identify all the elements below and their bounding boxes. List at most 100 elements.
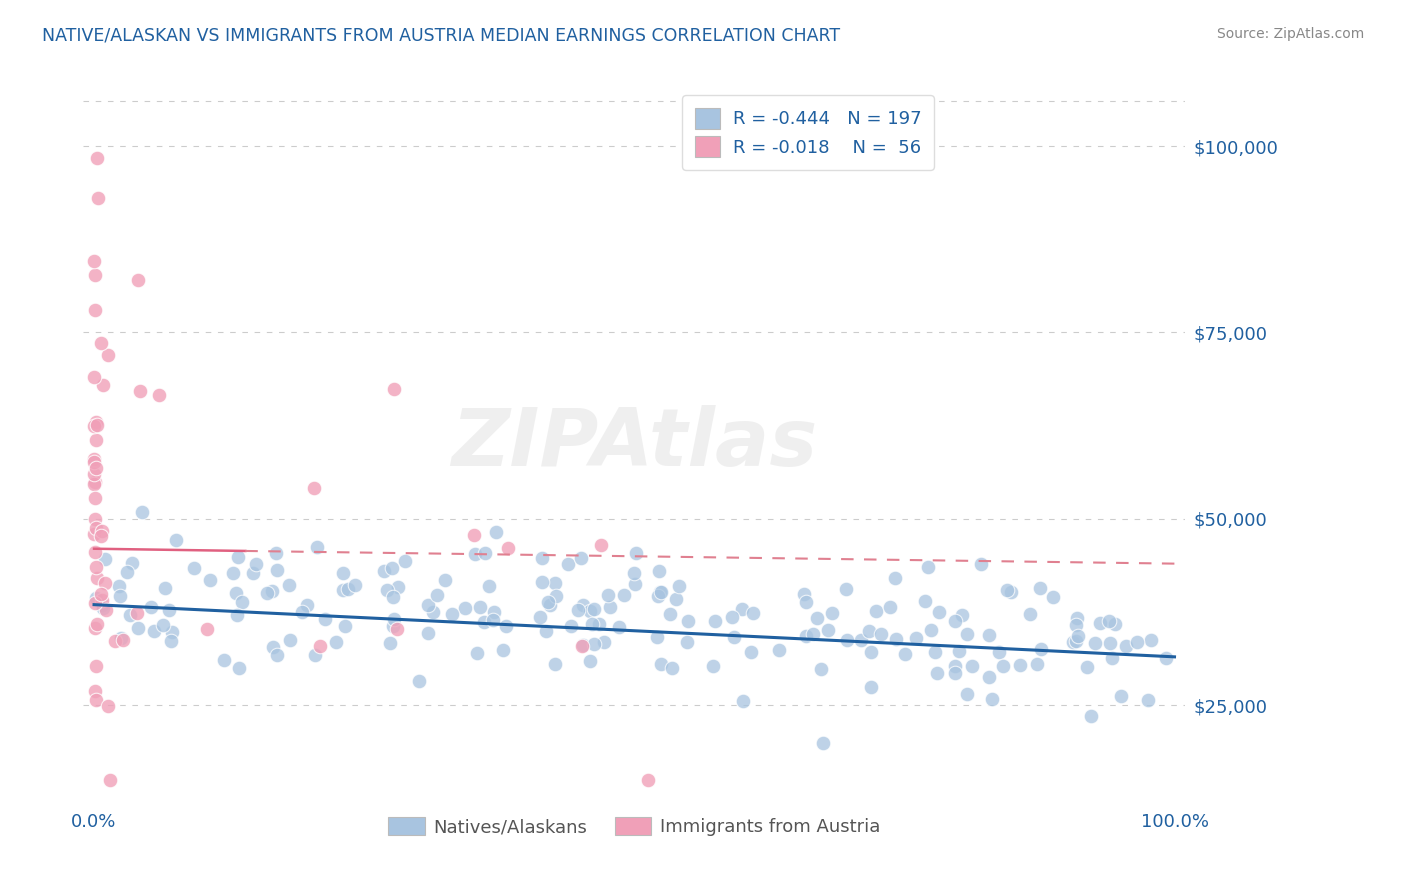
- Point: [914, 594, 936, 608]
- Point: [806, 610, 828, 624]
- Point: [567, 603, 589, 617]
- Point: [648, 565, 671, 579]
- Point: [309, 639, 332, 653]
- Point: [581, 616, 603, 631]
- Point: [835, 582, 858, 597]
- Point: [373, 565, 395, 579]
- Point: [83, 684, 105, 698]
- Point: [956, 687, 979, 701]
- Point: [266, 648, 288, 663]
- Point: [1115, 639, 1137, 653]
- Point: [160, 634, 183, 648]
- Point: [385, 622, 408, 636]
- Text: NATIVE/ALASKAN VS IMMIGRANTS FROM AUSTRIA MEDIAN EARNINGS CORRELATION CHART: NATIVE/ALASKAN VS IMMIGRANTS FROM AUSTRI…: [42, 27, 841, 45]
- Point: [538, 598, 561, 612]
- Point: [1139, 632, 1161, 647]
- Point: [86, 151, 108, 165]
- Point: [152, 618, 174, 632]
- Point: [94, 551, 117, 566]
- Point: [593, 635, 616, 649]
- Point: [925, 666, 948, 681]
- Point: [1042, 590, 1064, 604]
- Point: [665, 592, 688, 607]
- Point: [83, 475, 105, 489]
- Legend: Natives/Alaskans, Immigrants from Austria: Natives/Alaskans, Immigrants from Austri…: [381, 810, 887, 843]
- Point: [645, 630, 668, 644]
- Point: [668, 579, 690, 593]
- Point: [441, 607, 464, 622]
- Point: [560, 619, 582, 633]
- Point: [904, 631, 927, 645]
- Point: [478, 579, 501, 593]
- Point: [1066, 633, 1088, 648]
- Point: [381, 618, 404, 632]
- Point: [952, 608, 974, 623]
- Point: [741, 606, 763, 620]
- Point: [416, 598, 439, 612]
- Point: [90, 587, 112, 601]
- Point: [416, 626, 439, 640]
- Point: [529, 610, 551, 624]
- Point: [849, 632, 872, 647]
- Point: [474, 546, 496, 560]
- Point: [948, 644, 970, 658]
- Point: [104, 634, 127, 648]
- Point: [591, 538, 613, 552]
- Point: [84, 560, 107, 574]
- Point: [97, 699, 120, 714]
- Point: [588, 616, 610, 631]
- Point: [534, 624, 557, 639]
- Point: [110, 631, 132, 645]
- Point: [472, 615, 495, 629]
- Point: [454, 600, 477, 615]
- Point: [1066, 617, 1088, 632]
- Point: [228, 661, 250, 675]
- Point: [583, 602, 606, 616]
- Point: [141, 600, 163, 615]
- Point: [544, 657, 567, 671]
- Point: [127, 273, 149, 287]
- Point: [1025, 657, 1047, 672]
- Point: [90, 336, 112, 351]
- Point: [468, 600, 491, 615]
- Point: [408, 673, 430, 688]
- Point: [115, 566, 138, 580]
- Point: [571, 639, 593, 653]
- Point: [380, 636, 402, 650]
- Point: [883, 571, 905, 585]
- Point: [121, 556, 143, 570]
- Point: [860, 644, 883, 658]
- Point: [302, 482, 325, 496]
- Point: [943, 614, 966, 628]
- Point: [1101, 651, 1123, 665]
- Point: [613, 588, 636, 602]
- Point: [148, 388, 170, 402]
- Point: [1098, 614, 1121, 628]
- Point: [943, 665, 966, 680]
- Point: [108, 589, 131, 603]
- Point: [83, 476, 105, 491]
- Point: [1104, 616, 1126, 631]
- Point: [1008, 658, 1031, 673]
- Point: [305, 540, 328, 554]
- Point: [433, 573, 456, 587]
- Point: [83, 369, 105, 384]
- Point: [731, 693, 754, 707]
- Point: [91, 592, 114, 607]
- Point: [84, 621, 107, 635]
- Point: [917, 559, 939, 574]
- Point: [865, 604, 887, 618]
- Point: [108, 579, 131, 593]
- Point: [1136, 693, 1159, 707]
- Point: [858, 624, 880, 638]
- Point: [993, 659, 1015, 673]
- Point: [1084, 636, 1107, 650]
- Point: [626, 546, 648, 560]
- Point: [962, 659, 984, 673]
- Point: [225, 586, 247, 600]
- Point: [86, 617, 108, 632]
- Point: [120, 608, 142, 623]
- Point: [658, 607, 681, 621]
- Point: [928, 605, 950, 619]
- Point: [482, 613, 505, 627]
